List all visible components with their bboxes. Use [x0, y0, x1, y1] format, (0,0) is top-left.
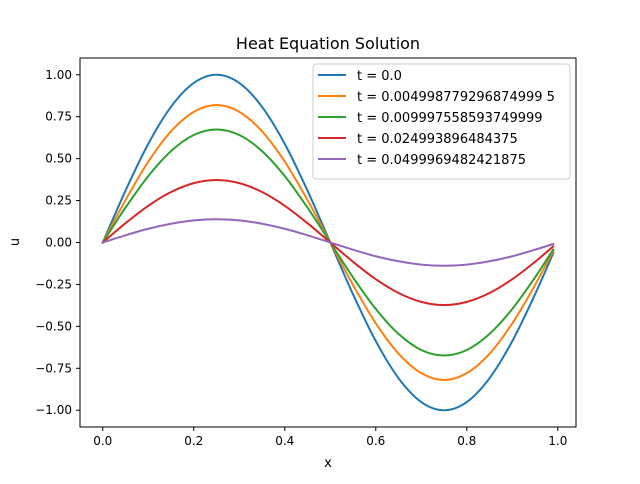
legend: t = 0.0 t = 0.004998779296874999 5 t = 0.0… — [312, 63, 571, 180]
lines-layer — [101, 73, 555, 412]
legend-label: t = 0.004998779296874999 5 — [357, 90, 555, 105]
y-tick-label: 0.00 — [45, 236, 72, 250]
x-tick-label: 1.0 — [548, 434, 567, 448]
y-tick-label: −0.75 — [35, 361, 72, 375]
y-tick-label: 1.00 — [45, 68, 72, 82]
legend-label: t = 0.0499969482421875 — [357, 153, 526, 168]
y-tick-label: 0.75 — [45, 110, 72, 124]
x-tick-label: 0.6 — [366, 434, 385, 448]
legend-label: t = 0.0 — [357, 69, 402, 84]
y-tick-label: −0.50 — [35, 319, 72, 333]
plot-area-frame — [79, 57, 577, 428]
chart-title: Heat Equation Solution — [236, 34, 420, 53]
x-tick-label: 0.4 — [275, 434, 294, 448]
y-tick-label: 0.50 — [45, 152, 72, 166]
x-tick-label: 0.0 — [93, 434, 112, 448]
series-line-4 — [101, 218, 555, 267]
x-tick-label: 0.8 — [457, 434, 476, 448]
ticks-layer: 0.0 0.2 0.4 0.6 0.8 1.0 −1.00 −0.75 −0.50 −0.25 0.… — [35, 68, 567, 448]
x-tick-label: 0.2 — [184, 434, 203, 448]
y-axis-label: u — [8, 238, 23, 246]
legend-label: t = 0.024993896484375 — [357, 132, 518, 147]
y-tick-label: −0.25 — [35, 277, 72, 291]
x-axis-label: x — [324, 456, 332, 471]
legend-box — [312, 63, 571, 180]
y-tick-label: 0.25 — [45, 194, 72, 208]
y-tick-label: −1.00 — [35, 403, 72, 417]
legend-label: t = 0.009997558593749999 — [357, 111, 543, 126]
